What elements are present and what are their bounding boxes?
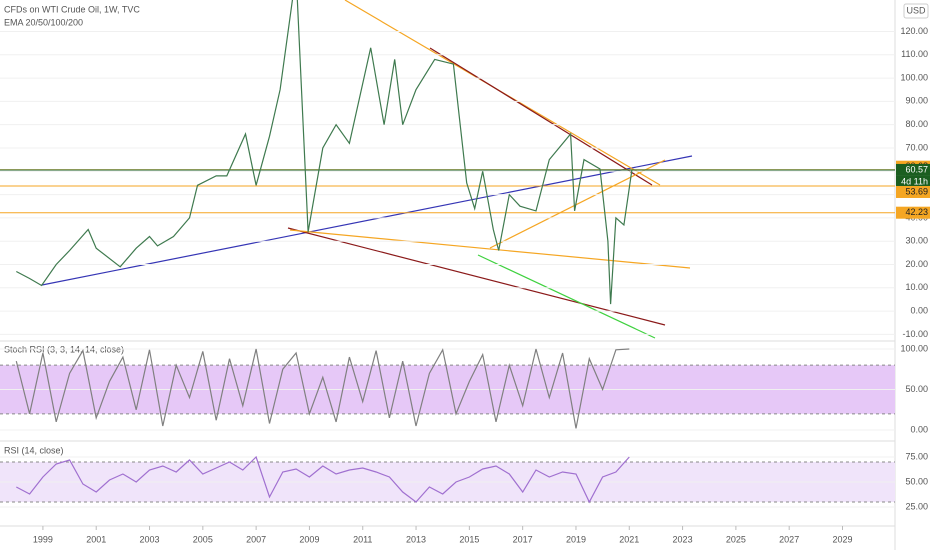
x-tick-label: 2007 — [246, 534, 266, 544]
trendline — [289, 229, 691, 269]
y-tick-label: -10.00 — [902, 329, 928, 339]
x-tick-label: 2029 — [832, 534, 852, 544]
x-tick-label: 2011 — [353, 534, 372, 544]
x-tick-label: 2013 — [406, 534, 426, 544]
x-tick-label: 2005 — [193, 534, 213, 544]
y-tick-label: 20.00 — [905, 259, 928, 269]
trendlines — [41, 0, 693, 339]
price-line — [15, 348, 630, 429]
level-box — [896, 163, 930, 176]
x-tick-label: 2025 — [726, 534, 746, 544]
pane — [0, 455, 895, 508]
chart-title: CFDs on WTI Crude Oil, 1W, TVC — [4, 4, 140, 14]
x-tick-label: 1999 — [33, 534, 53, 544]
y-tick-label: 70.00 — [905, 142, 928, 152]
level-label: 60.57 — [905, 164, 928, 174]
price-line — [16, 0, 633, 305]
level-box — [896, 206, 930, 219]
y-tick-label: 80.00 — [905, 119, 928, 129]
x-tick-label: 2017 — [513, 534, 533, 544]
indicator-label: EMA 20/50/100/200 — [4, 17, 83, 27]
trendline — [489, 159, 666, 249]
level-label: 42.23 — [905, 207, 928, 217]
x-tick-label: 2001 — [86, 534, 106, 544]
y-tick-label: 50.00 — [905, 384, 928, 394]
x-tick-label: 2003 — [140, 534, 160, 544]
countdown-label: 4d 11h — [901, 176, 928, 186]
y-tick-label: 100.00 — [900, 343, 928, 353]
unit-label: USD — [906, 5, 926, 15]
countdown-box — [896, 175, 930, 188]
trendline — [477, 254, 656, 339]
pane-title: RSI (14, close) — [4, 445, 64, 455]
x-tick-label: 2015 — [459, 534, 479, 544]
level-box — [896, 185, 930, 198]
x-tick-label: 2019 — [566, 534, 586, 544]
trendline — [41, 155, 693, 286]
x-tick-label: 2009 — [299, 534, 319, 544]
y-tick-label: 25.00 — [905, 501, 928, 511]
y-tick-label: 100.00 — [900, 72, 928, 82]
pane — [0, 0, 895, 335]
y-tick-label: 0.00 — [910, 305, 928, 315]
y-tick-label: 30.00 — [905, 236, 928, 246]
y-tick-label: 90.00 — [905, 96, 928, 106]
y-tick-label: 110.00 — [901, 49, 928, 59]
x-tick-label: 2023 — [673, 534, 693, 544]
y-tick-label: 75.00 — [905, 451, 928, 461]
unit-box — [903, 3, 929, 19]
y-tick-label: 10.00 — [905, 282, 928, 292]
trendline — [287, 227, 666, 326]
pane — [0, 348, 895, 431]
y-tick-label: 50.00 — [905, 476, 928, 486]
y-tick-label: 0.00 — [910, 424, 928, 434]
x-tick-label: 2027 — [779, 534, 799, 544]
x-tick-label: 2021 — [619, 534, 639, 544]
trendline — [429, 47, 653, 186]
price-line — [16, 455, 630, 504]
level-label: 53.69 — [905, 186, 928, 196]
y-tick-label: 120.00 — [900, 26, 928, 36]
